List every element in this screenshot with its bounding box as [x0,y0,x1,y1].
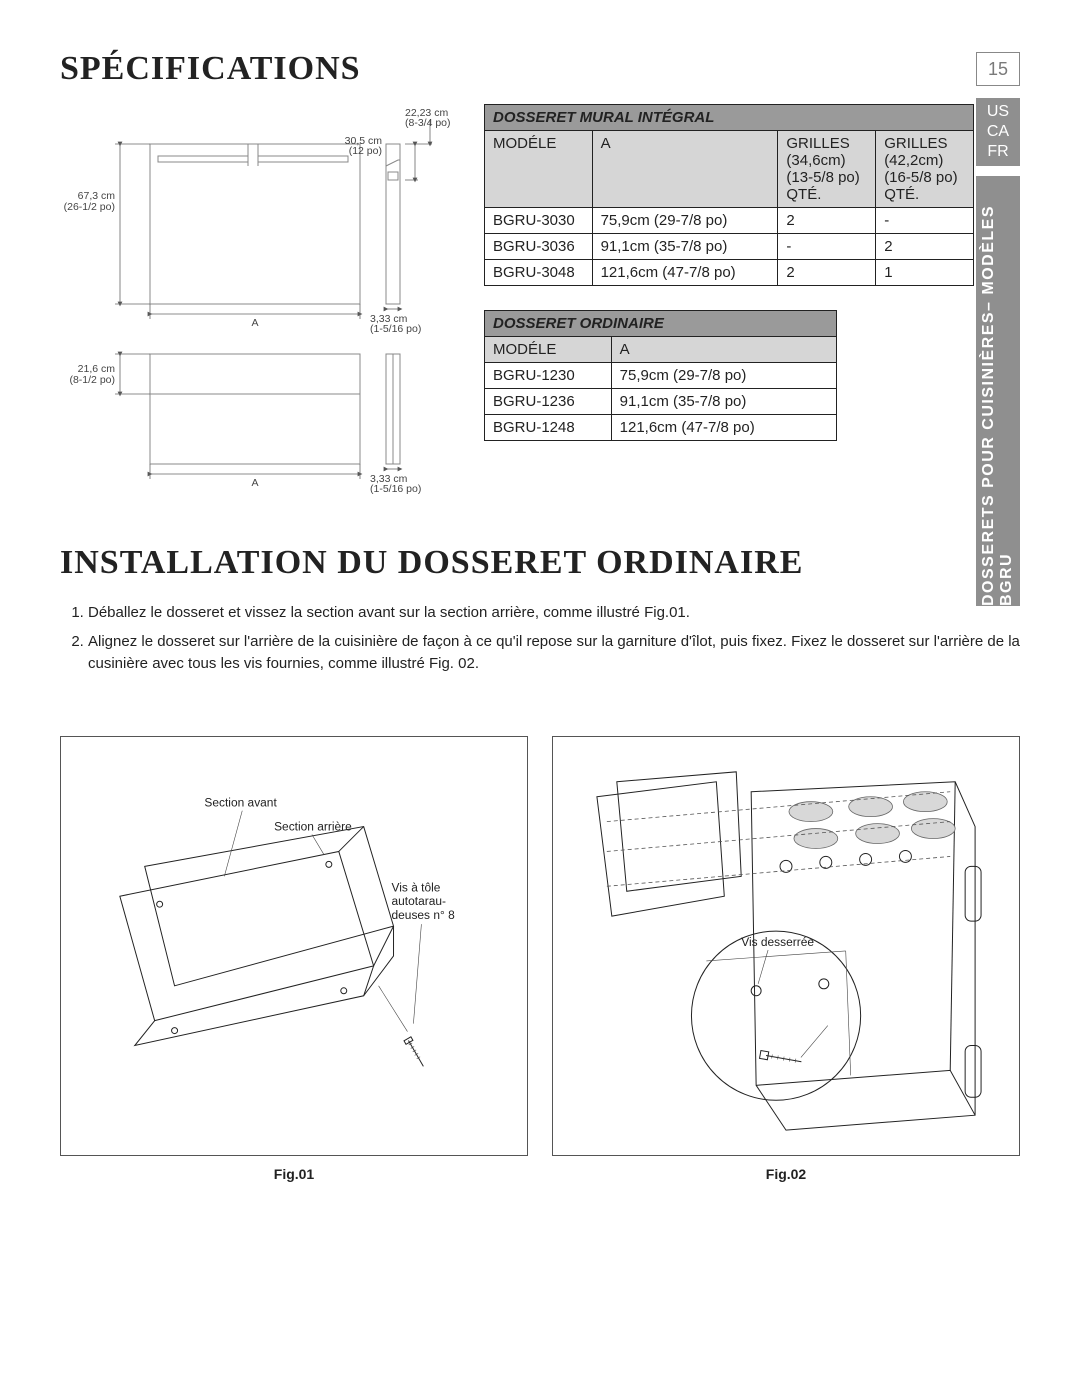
cell: BGRU-1248 [485,415,612,441]
figures-row: Section avant Section arrière Vis à tôle… [60,736,1020,1182]
heading-specifications: SPÉCIFICATIONS [60,50,1020,88]
install-steps: Déballez le dosseret et vissez la sectio… [60,602,1020,676]
col-a: A [592,131,778,208]
col-model: MODÉLE [485,131,593,208]
svg-text:21,6 cm(8-1/2 po): 21,6 cm(8-1/2 po) [69,363,115,386]
table-title: DOSSERET MURAL INTÉGRAL [485,105,974,131]
cell: 91,1cm (35-7/8 po) [592,234,778,260]
table-integral: DOSSERET MURAL INTÉGRAL MODÉLE A GRILLES… [484,104,974,286]
cell: - [876,208,974,234]
diagram-column: 67,3 cm(26-1/2 po) A 22,23 cm(8-3/4 po) … [60,104,460,514]
cell: BGRU-1236 [485,389,612,415]
svg-text:30,5 cm(12 po): 30,5 cm(12 po) [345,135,383,157]
fig02-caption: Fig.02 [552,1166,1020,1182]
table-ordinaire: DOSSERET ORDINAIRE MODÉLE A BGRU-1230 75… [484,310,837,441]
cell: BGRU-1230 [485,363,612,389]
specs-row: 67,3 cm(26-1/2 po) A 22,23 cm(8-3/4 po) … [60,104,1020,514]
svg-text:3,33 cm(1-5/16 po): 3,33 cm(1-5/16 po) [370,313,421,334]
heading-installation: INSTALLATION DU DOSSERET ORDINAIRE [60,544,1020,582]
cell: 121,6cm (47-7/8 po) [592,260,778,286]
svg-text:22,23 cm(8-3/4 po): 22,23 cm(8-3/4 po) [405,107,451,129]
label-vis: Vis desserrée [741,935,814,949]
page-number: 15 [976,52,1020,86]
col-g1: GRILLES (34,6cm) (13-5/8 po) QTÉ. [778,131,876,208]
fig01-caption: Fig.01 [60,1166,528,1182]
lang-ca: CA [976,122,1020,142]
cell: - [778,234,876,260]
diagram-ordinaire: 21,6 cm(8-1/2 po) A 3,33 cm(1-5/16 po) [60,334,460,514]
fig02: Vis desserrée [552,736,1020,1156]
table-row: BGRU-3030 75,9cm (29-7/8 po) 2 - [485,208,974,234]
fig01: Section avant Section arrière Vis à tôle… [60,736,528,1156]
table-row: BGRU-1248 121,6cm (47-7/8 po) [485,415,837,441]
fig02-wrap: Vis desserrée Fig.02 [552,736,1020,1182]
language-selector: US CA FR [976,98,1020,166]
col-model: MODÉLE [485,337,612,363]
cell: BGRU-3048 [485,260,593,286]
table-row: BGRU-3036 91,1cm (35-7/8 po) - 2 [485,234,974,260]
cell: 121,6cm (47-7/8 po) [611,415,836,441]
lang-fr: FR [976,142,1020,162]
label-screw: Vis à tôleautotarau-deuses n° 8 [392,880,456,922]
col-g2: GRILLES (42,2cm) (16-5/8 po) QTÉ. [876,131,974,208]
svg-text:67,3 cm(26-1/2 po): 67,3 cm(26-1/2 po) [64,190,116,213]
table-row: BGRU-3048 121,6cm (47-7/8 po) 2 1 [485,260,974,286]
cell: BGRU-3036 [485,234,593,260]
col-a: A [611,337,836,363]
dim-a: A [251,317,258,329]
table-row: BGRU-1230 75,9cm (29-7/8 po) [485,363,837,389]
lang-us: US [976,102,1020,122]
cell: 91,1cm (35-7/8 po) [611,389,836,415]
cell: 1 [876,260,974,286]
cell: BGRU-3030 [485,208,593,234]
cell: 75,9cm (29-7/8 po) [592,208,778,234]
table-title: DOSSERET ORDINAIRE [485,311,837,337]
cell: 75,9cm (29-7/8 po) [611,363,836,389]
svg-text:3,33 cm(1-5/16 po): 3,33 cm(1-5/16 po) [370,473,421,495]
cell: 2 [876,234,974,260]
side-tab: DOSSERETS POUR CUISINIÈRES– MODÈLES BGRU [976,176,1020,606]
cell: 2 [778,208,876,234]
label-rear: Section arrière [274,819,352,833]
dim-a2: A [251,477,258,489]
label-front: Section avant [204,795,277,809]
step-2: Alignez le dosseret sur l'arrière de la … [88,631,1020,676]
fig01-wrap: Section avant Section arrière Vis à tôle… [60,736,528,1182]
table-column: DOSSERET MURAL INTÉGRAL MODÉLE A GRILLES… [484,104,974,465]
table-row: BGRU-1236 91,1cm (35-7/8 po) [485,389,837,415]
step-1: Déballez le dosseret et vissez la sectio… [88,602,1020,625]
diagram-integral: 67,3 cm(26-1/2 po) A 22,23 cm(8-3/4 po) … [60,104,460,334]
page: 15 US CA FR DOSSERETS POUR CUISINIÈRES– … [0,0,1080,1397]
cell: 2 [778,260,876,286]
